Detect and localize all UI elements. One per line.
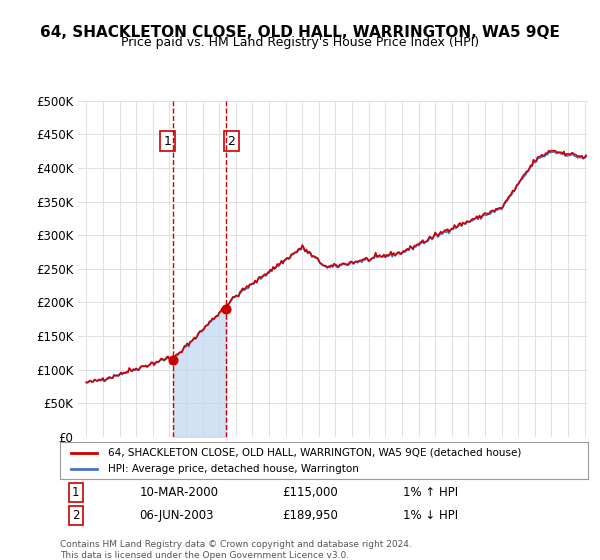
Text: 2: 2 — [227, 134, 235, 148]
Text: £115,000: £115,000 — [282, 486, 338, 498]
Text: Contains HM Land Registry data © Crown copyright and database right 2024.
This d: Contains HM Land Registry data © Crown c… — [60, 540, 412, 560]
Text: 1: 1 — [164, 134, 172, 148]
Text: 64, SHACKLETON CLOSE, OLD HALL, WARRINGTON, WA5 9QE (detached house): 64, SHACKLETON CLOSE, OLD HALL, WARRINGT… — [107, 447, 521, 458]
Point — [221, 305, 231, 314]
Text: Price paid vs. HM Land Registry's House Price Index (HPI): Price paid vs. HM Land Registry's House … — [121, 36, 479, 49]
Text: £189,950: £189,950 — [282, 510, 338, 522]
Text: 06-JUN-2003: 06-JUN-2003 — [139, 510, 214, 522]
Text: 2: 2 — [72, 510, 80, 522]
Text: 1% ↑ HPI: 1% ↑ HPI — [403, 486, 458, 498]
Text: HPI: Average price, detached house, Warrington: HPI: Average price, detached house, Warr… — [107, 464, 358, 474]
Text: 64, SHACKLETON CLOSE, OLD HALL, WARRINGTON, WA5 9QE: 64, SHACKLETON CLOSE, OLD HALL, WARRINGT… — [40, 25, 560, 40]
Text: 1: 1 — [72, 486, 80, 498]
Point — [168, 355, 178, 364]
Text: 1% ↓ HPI: 1% ↓ HPI — [403, 510, 458, 522]
Text: 10-MAR-2000: 10-MAR-2000 — [139, 486, 218, 498]
